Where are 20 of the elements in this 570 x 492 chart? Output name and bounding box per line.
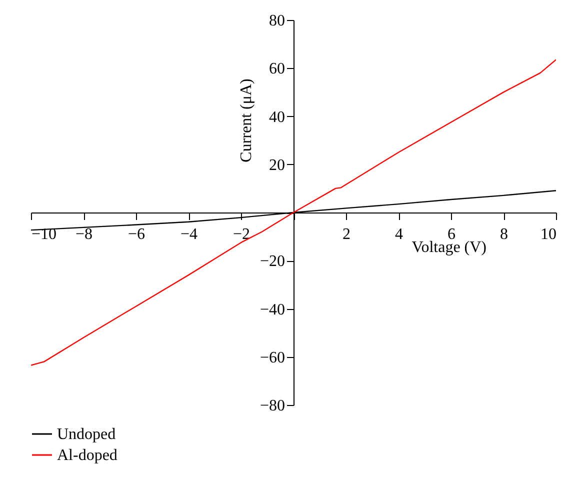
- x-tick-label: −4: [180, 226, 198, 243]
- y-tick-label: −80: [260, 398, 285, 414]
- x-tick-label: −6: [128, 226, 146, 243]
- y-axis-title: Current (μA): [238, 78, 255, 162]
- legend-label: Undoped: [57, 426, 116, 443]
- y-tick-label: −20: [260, 253, 285, 270]
- line-series: [31, 59, 556, 366]
- y-tick-label: 40: [269, 108, 285, 126]
- legend-label: Al-doped: [57, 447, 118, 464]
- x-tick-label: 2: [342, 226, 350, 243]
- y-tick-label: 60: [269, 60, 285, 78]
- x-tick-label: 4: [395, 226, 403, 243]
- y-tick-label: −40: [260, 301, 285, 318]
- x-tick-label: 8: [500, 226, 508, 243]
- x-tick-label: −8: [75, 226, 93, 243]
- y-tick-label: 20: [269, 156, 285, 174]
- y-tick-label: −60: [260, 349, 285, 366]
- x-tick-label: 10: [540, 226, 556, 243]
- y-tick-label: 80: [269, 12, 285, 30]
- x-tick-label: −2: [232, 226, 250, 243]
